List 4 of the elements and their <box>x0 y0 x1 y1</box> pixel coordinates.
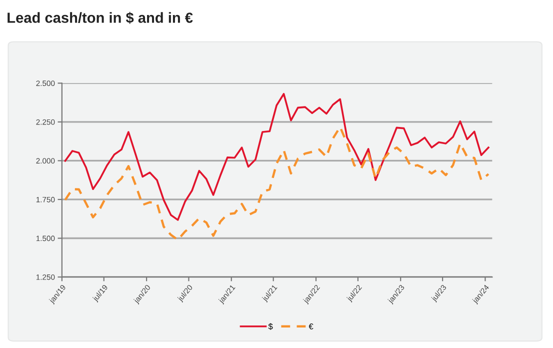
legend-label: $ <box>268 323 273 330</box>
legend-label: € <box>308 323 314 330</box>
line-series <box>64 92 490 221</box>
chart-title: Lead cash/ton in $ and in € <box>8 12 193 24</box>
